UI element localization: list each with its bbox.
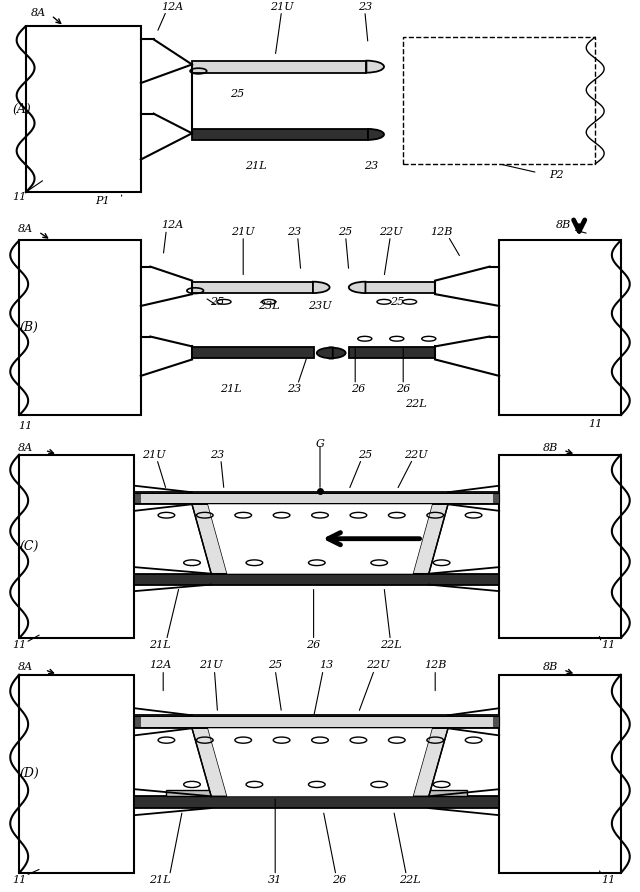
Wedge shape (330, 348, 346, 359)
Text: 11: 11 (12, 875, 26, 885)
Text: 25: 25 (268, 660, 282, 670)
Bar (192, 348, 314, 359)
Polygon shape (208, 728, 432, 797)
Text: 21L: 21L (245, 161, 267, 171)
Text: 25: 25 (390, 296, 404, 307)
Bar (365, 282, 435, 293)
Bar (349, 348, 435, 359)
Text: 26: 26 (332, 875, 346, 885)
Text: 13: 13 (319, 660, 333, 670)
Text: 11: 11 (12, 192, 26, 202)
Wedge shape (317, 348, 333, 359)
Bar (192, 129, 368, 140)
Text: 22L: 22L (380, 640, 401, 649)
Text: 11: 11 (588, 419, 602, 429)
Text: 11: 11 (601, 875, 615, 885)
Text: 21U: 21U (200, 660, 223, 670)
Text: 22U: 22U (404, 450, 428, 459)
Text: 21L: 21L (149, 640, 171, 649)
Text: 12A: 12A (162, 2, 184, 12)
Text: 21L: 21L (149, 875, 171, 885)
Text: 25: 25 (358, 450, 372, 459)
Text: 22U: 22U (379, 227, 402, 236)
Text: 8B: 8B (543, 443, 558, 453)
Bar (134, 715, 499, 728)
Text: 23L: 23L (258, 301, 280, 311)
Text: 11: 11 (12, 640, 26, 649)
Text: 25: 25 (230, 89, 244, 99)
Text: 8B: 8B (543, 663, 558, 673)
Text: 12B: 12B (431, 227, 452, 236)
Polygon shape (413, 728, 448, 797)
Text: G: G (316, 439, 324, 449)
Text: 23: 23 (364, 161, 378, 171)
Bar (134, 797, 499, 808)
Text: 12A: 12A (149, 660, 171, 670)
Bar (134, 574, 499, 584)
Text: 21U: 21U (232, 227, 255, 236)
Bar (19, 240, 141, 416)
Polygon shape (192, 728, 227, 797)
Text: 8A: 8A (18, 443, 33, 453)
Text: 26: 26 (307, 640, 321, 649)
Bar (403, 37, 595, 164)
Text: (D): (D) (19, 767, 39, 780)
Polygon shape (192, 504, 227, 574)
Wedge shape (313, 282, 330, 293)
Text: 25: 25 (339, 227, 353, 236)
Wedge shape (368, 129, 384, 140)
Bar (19, 455, 134, 638)
Bar (141, 717, 493, 727)
Text: 8B: 8B (556, 220, 571, 230)
Text: 31: 31 (268, 875, 282, 885)
Text: 11: 11 (601, 640, 615, 649)
Text: 23: 23 (211, 450, 225, 459)
Polygon shape (413, 504, 448, 574)
Bar (192, 282, 313, 293)
Text: 12B: 12B (424, 660, 446, 670)
Bar (134, 492, 499, 504)
Text: 22U: 22U (366, 660, 389, 670)
Text: 8A: 8A (18, 663, 33, 673)
Bar (192, 61, 366, 72)
Text: (C): (C) (19, 540, 38, 553)
Text: 21U: 21U (142, 450, 165, 459)
Polygon shape (208, 504, 432, 574)
Bar (499, 240, 621, 416)
Text: 8A: 8A (18, 225, 33, 235)
Bar (499, 674, 621, 873)
Bar (19, 674, 134, 873)
Text: 26: 26 (351, 384, 365, 394)
Text: P2: P2 (550, 169, 564, 180)
Bar (141, 494, 493, 503)
Text: 12A: 12A (162, 220, 184, 230)
Text: 8A: 8A (31, 8, 46, 18)
Bar (26, 26, 141, 193)
Wedge shape (366, 61, 384, 72)
Text: 22L: 22L (399, 875, 420, 885)
Wedge shape (349, 282, 365, 293)
Text: 21L: 21L (220, 384, 241, 394)
Bar (134, 716, 499, 727)
Text: 23U: 23U (308, 301, 332, 311)
Text: 11: 11 (19, 421, 33, 431)
Bar (166, 790, 467, 797)
Text: 25: 25 (211, 296, 225, 307)
Bar (499, 455, 621, 638)
Bar (134, 493, 499, 503)
Text: 22L: 22L (405, 400, 427, 409)
Text: (B): (B) (19, 321, 38, 334)
Text: (A): (A) (13, 103, 31, 116)
Text: 23: 23 (358, 2, 372, 12)
Text: 21U: 21U (270, 2, 293, 12)
Text: 23: 23 (287, 384, 301, 394)
Text: 23: 23 (287, 227, 301, 236)
Text: P1: P1 (95, 196, 109, 206)
Text: 26: 26 (396, 384, 410, 394)
